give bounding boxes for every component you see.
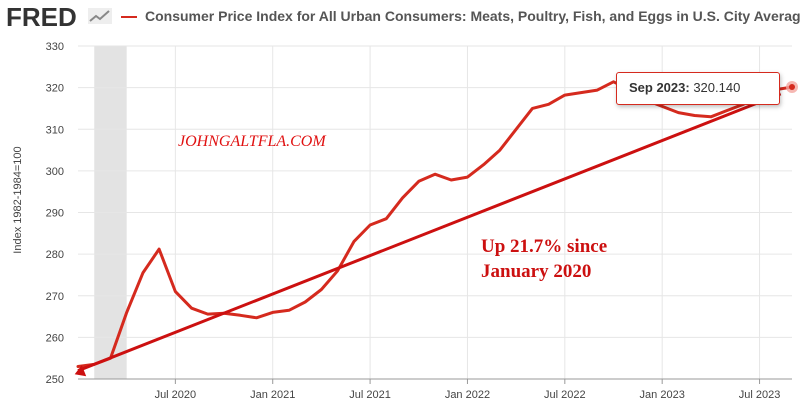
y-tick-label: 260 [46, 332, 64, 344]
y-tick-label: 300 [46, 166, 64, 178]
x-tick-label: Jan 2021 [250, 389, 295, 401]
growth-annotation: Up 21.7% since January 2020 [481, 234, 607, 284]
legend-swatch [121, 16, 137, 18]
annotation-line-2: January 2020 [481, 261, 592, 282]
tooltip-date: Sep 2023: [629, 80, 690, 95]
x-tick-label: Jul 2020 [155, 389, 197, 401]
x-tick-label: Jan 2023 [640, 389, 685, 401]
y-tick-label: 310 [46, 124, 64, 136]
chart-title: Consumer Price Index for All Urban Consu… [145, 8, 800, 24]
y-tick-label: 330 [46, 41, 64, 53]
y-tick-label: 290 [46, 208, 64, 220]
annotation-line-1: Up 21.7% since [481, 236, 608, 257]
x-tick-label: Jul 2023 [739, 389, 781, 401]
watermark-text: JOHNGALTFLA.COM [178, 133, 326, 150]
y-tick-label: 280 [46, 249, 64, 261]
chart-header: FRED Consumer Price Index for All Urban … [0, 0, 800, 36]
x-tick-label: Jul 2022 [544, 389, 586, 401]
y-tick-label: 320 [46, 83, 64, 95]
trend-arrow-line [77, 92, 782, 373]
trend-arrow-tail [74, 365, 87, 377]
chart-trend-icon [88, 8, 112, 24]
last-point-marker [789, 84, 795, 91]
data-tooltip: Sep 2023: 320.140 [616, 72, 780, 105]
series-line [76, 80, 794, 368]
x-tick-label: Jul 2021 [349, 389, 391, 401]
tooltip-value: 320.140 [693, 80, 741, 95]
x-tick-label: Jan 2022 [445, 389, 490, 401]
y-tick-label: 250 [46, 374, 64, 386]
y-tick-label: 270 [46, 291, 64, 303]
fred-logo[interactable]: FRED [6, 2, 77, 32]
